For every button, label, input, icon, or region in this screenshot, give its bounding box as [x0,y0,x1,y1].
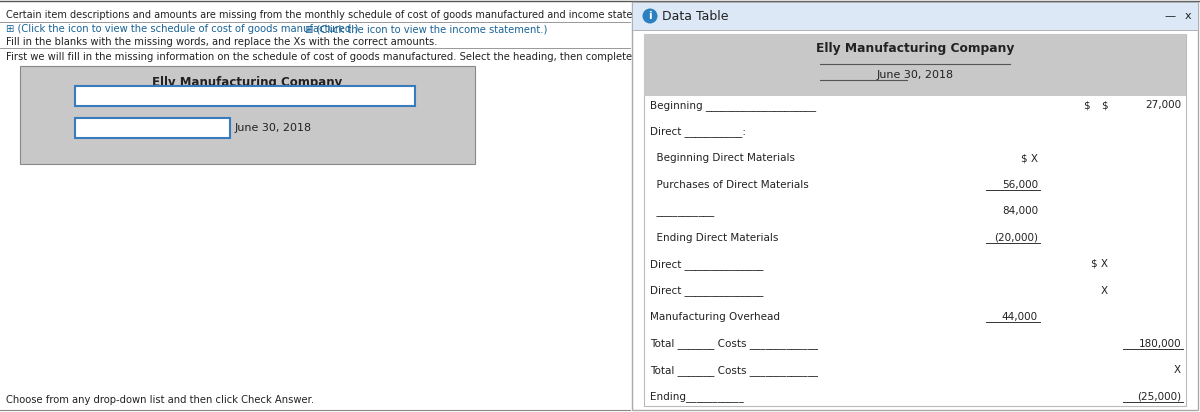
Text: 44,000: 44,000 [1002,312,1038,322]
Bar [74,86,415,106]
Text: (20,000): (20,000) [994,232,1038,243]
Text: Fill in the blanks with the missing words, and replace the Xs with the correct a: Fill in the blanks with the missing word… [6,37,438,47]
Text: Direct _______________: Direct _______________ [650,259,763,270]
Bar [632,2,1198,30]
Text: 56,000: 56,000 [1002,180,1038,190]
Text: x: x [1184,11,1192,21]
Bar [632,2,1198,410]
Text: (25,000): (25,000) [1136,391,1181,402]
Text: i: i [648,11,652,21]
Text: ___________: ___________ [650,206,714,216]
Text: June 30, 2018: June 30, 2018 [235,123,312,133]
Text: $ X: $ X [1091,259,1108,269]
Text: Manufacturing Overhead: Manufacturing Overhead [650,312,780,322]
Bar [74,118,230,138]
Bar [644,34,1186,406]
Text: Purchases of Direct Materials: Purchases of Direct Materials [650,180,809,190]
Text: June 30, 2018: June 30, 2018 [876,70,954,80]
Text: Beginning _____________________: Beginning _____________________ [650,100,816,111]
Text: Elly Manufacturing Company: Elly Manufacturing Company [152,76,343,89]
Text: 84,000: 84,000 [1002,206,1038,216]
Text: Ending___________: Ending___________ [650,391,744,403]
Bar [644,34,1186,96]
Text: 27,000: 27,000 [1145,100,1181,110]
Text: First we will fill in the missing information on the schedule of cost of goods m: First we will fill in the missing inform… [6,52,703,62]
Text: ⊞ (Click the icon to view the schedule of cost of goods manufactured.): ⊞ (Click the icon to view the schedule o… [6,24,359,34]
Text: ⊞ (Click the icon to view the income statement.): ⊞ (Click the icon to view the income sta… [305,24,547,34]
Text: Certain item descriptions and amounts are missing from the monthly schedule of c: Certain item descriptions and amounts ar… [6,10,815,20]
Bar [20,66,475,164]
Text: Total _______ Costs _____________: Total _______ Costs _____________ [650,339,818,349]
Circle shape [642,9,658,23]
Text: $: $ [1084,100,1090,110]
Text: —: — [1164,11,1176,21]
Text: Data Table: Data Table [662,9,728,23]
Text: Beginning Direct Materials: Beginning Direct Materials [650,153,796,163]
Text: Direct _______________: Direct _______________ [650,286,763,296]
Text: $: $ [1102,100,1108,110]
Text: 180,000: 180,000 [1139,339,1181,349]
Text: Direct ___________:: Direct ___________: [650,126,746,138]
Text: X: X [1100,286,1108,295]
Text: $ X: $ X [1021,153,1038,163]
Text: Choose from any drop-down list and then click Check Answer.: Choose from any drop-down list and then … [6,395,314,405]
Text: X: X [1174,365,1181,375]
Text: Elly Manufacturing Company: Elly Manufacturing Company [816,42,1014,55]
Text: Ending Direct Materials: Ending Direct Materials [650,232,779,243]
Text: Total _______ Costs _____________: Total _______ Costs _____________ [650,365,818,376]
